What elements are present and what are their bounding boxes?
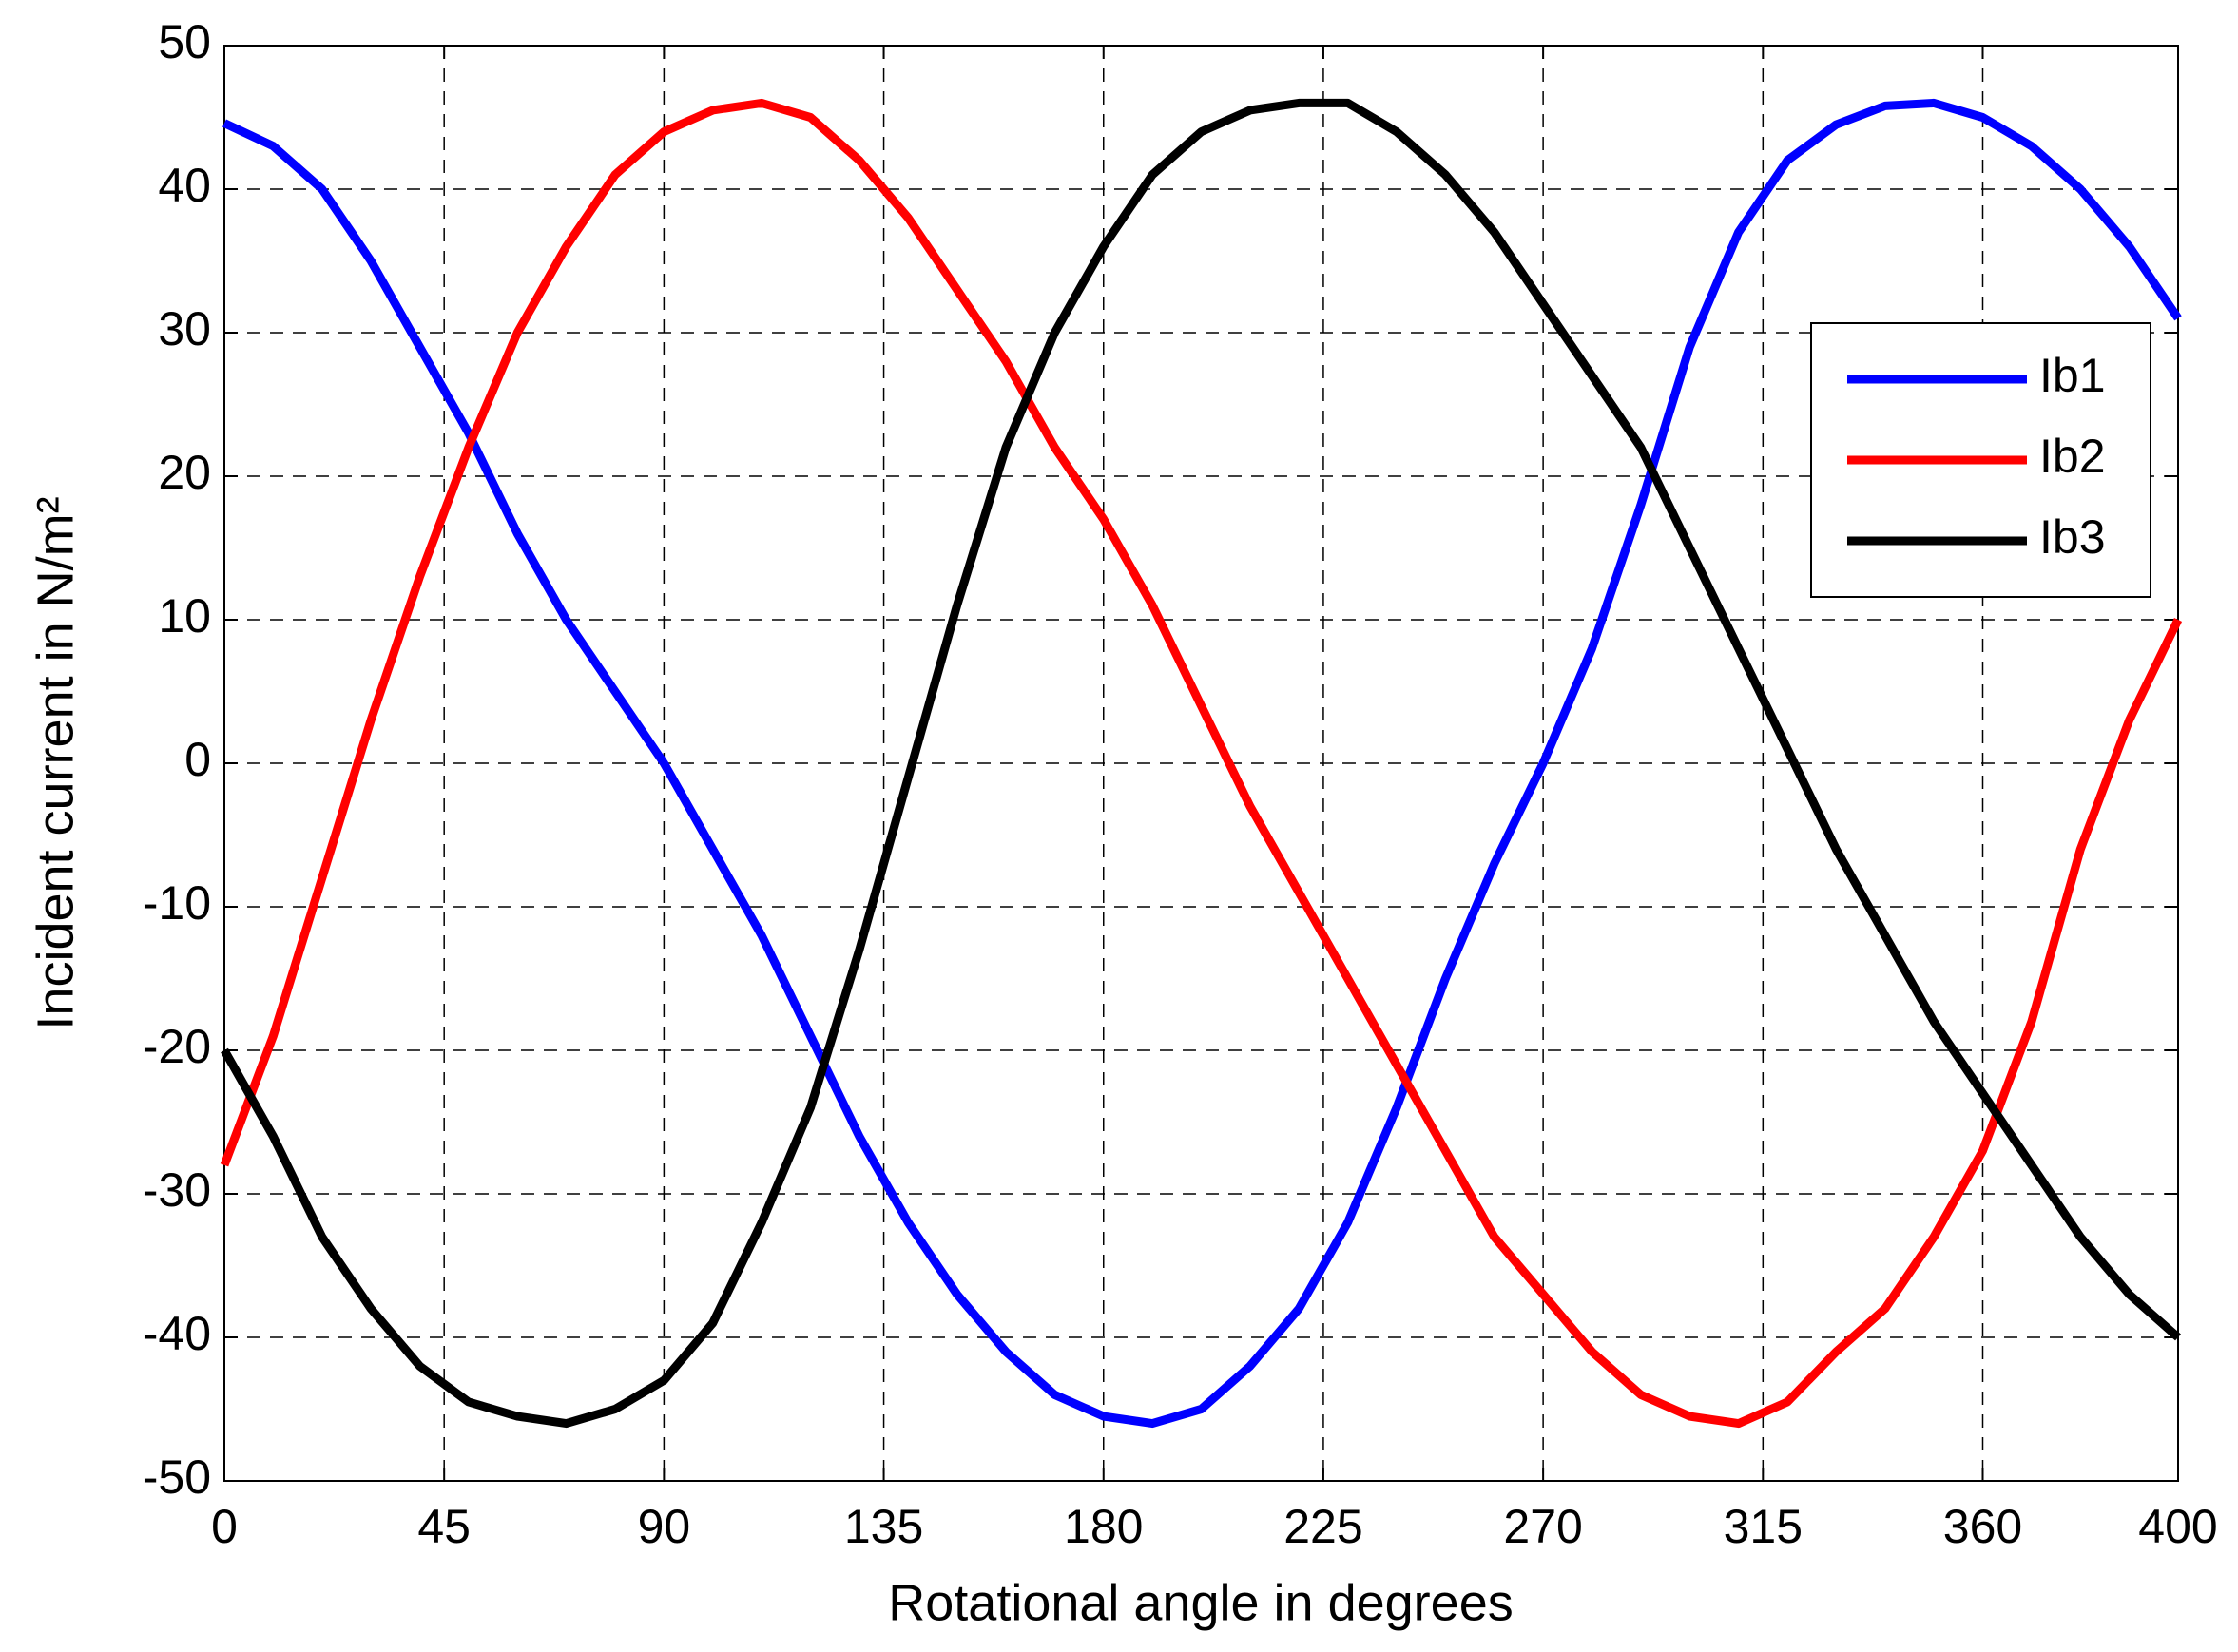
legend-label: Ib1 (2039, 349, 2106, 402)
series-line (222, 98, 2182, 1429)
x-tick-label: 45 (417, 1500, 471, 1553)
y-tick-label: 20 (158, 446, 211, 499)
y-tick-label: -10 (143, 876, 211, 930)
x-tick-label: 315 (1724, 1500, 1803, 1553)
legend-label: Ib2 (2039, 430, 2106, 483)
y-axis-label: Incident current in N/m² (27, 496, 84, 1029)
x-axis-label: Rotational angle in degrees (888, 1574, 1513, 1631)
y-tick-label: 50 (158, 15, 211, 68)
x-tick-label: 90 (638, 1500, 691, 1553)
y-tick-label: -30 (143, 1163, 211, 1217)
x-tick-label: 135 (844, 1500, 923, 1553)
x-tick-label: 0 (211, 1500, 238, 1553)
x-tick-label: 180 (1064, 1500, 1143, 1553)
plot-frame (223, 45, 2179, 1482)
y-tick-label: -20 (143, 1020, 211, 1073)
series-line (221, 98, 2181, 1429)
x-tick-label: 270 (1503, 1500, 1582, 1553)
y-tick-label: 10 (158, 589, 211, 643)
legend-label: Ib3 (2039, 510, 2106, 564)
series-line (220, 98, 2183, 1429)
y-tick-label: 30 (158, 302, 211, 355)
y-tick-label: -50 (143, 1450, 211, 1504)
y-tick-label: -40 (143, 1307, 211, 1360)
x-tick-label: 400 (2138, 1500, 2217, 1553)
x-tick-label: 225 (1283, 1500, 1362, 1553)
y-tick-label: 0 (184, 733, 211, 786)
y-tick-label: 40 (158, 159, 211, 212)
x-tick-label: 360 (1943, 1500, 2022, 1553)
